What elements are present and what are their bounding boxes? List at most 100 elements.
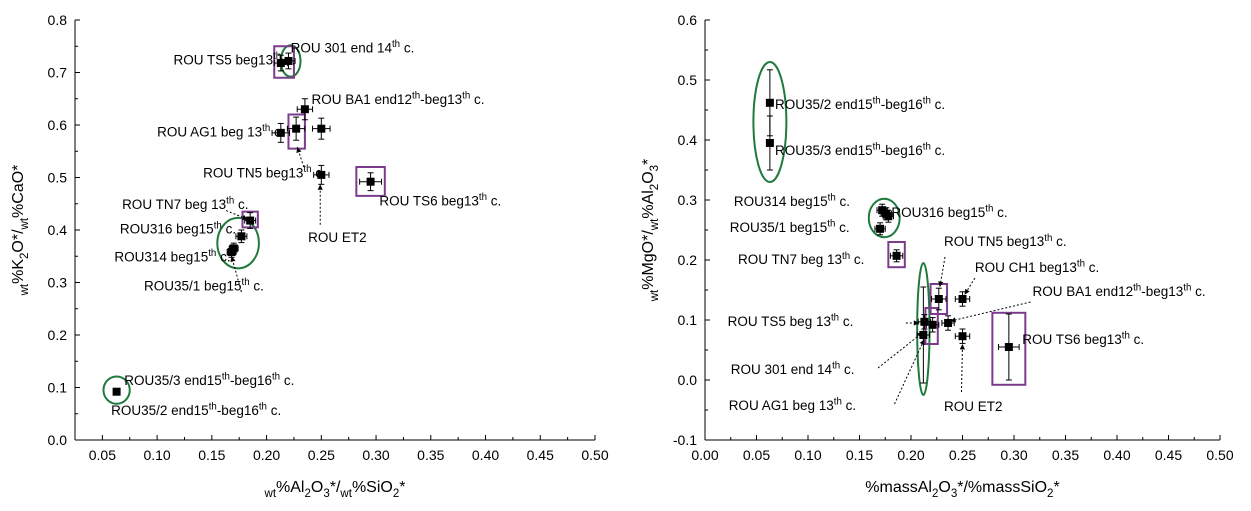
data-point — [300, 105, 309, 114]
data-point — [284, 56, 293, 65]
data-point — [958, 332, 967, 341]
y-tick-label: 0.4 — [48, 222, 68, 238]
point-annotation: ROU35/1 beg15th c. — [144, 277, 264, 293]
data-point — [878, 206, 887, 215]
y-tick-label: 0.5 — [48, 170, 68, 186]
x-tick-label: 0.30 — [1000, 447, 1027, 463]
annotation-arrow — [950, 301, 1031, 323]
group-ellipse — [916, 262, 931, 396]
data-point — [884, 212, 893, 221]
point-annotation: ROU35/3 end15th-beg16th c. — [124, 371, 294, 387]
x-tick-label: 0.15 — [198, 447, 225, 463]
group-box — [887, 241, 906, 269]
y-tick-label: 0.3 — [48, 275, 68, 291]
point-annotation: ROU316 beg15th c. — [891, 203, 1007, 219]
data-point — [227, 248, 236, 257]
data-point — [366, 177, 375, 186]
y-tick-label: 0.2 — [48, 327, 68, 343]
group-ellipse — [102, 375, 131, 405]
annotation-arrow — [894, 338, 925, 405]
x-tick-label: 0.05 — [89, 447, 116, 463]
y-tick-label: 0.6 — [678, 12, 698, 28]
x-tick-label: 0.35 — [1052, 447, 1079, 463]
data-point — [317, 170, 326, 179]
point-annotation: ROU316 beg15th c. — [120, 220, 236, 236]
data-point — [765, 98, 774, 107]
x-tick-label: 0.30 — [362, 447, 389, 463]
data-point — [928, 320, 937, 329]
point-annotation: ROU CH1 beg13th c. — [975, 259, 1099, 275]
point-annotation: ROU35/2 end15th-beg16th c. — [111, 401, 281, 417]
data-point — [246, 216, 255, 225]
point-annotation: ROU TN7 beg 13th c. — [122, 196, 248, 212]
point-annotation: ROU TN7 beg 13th c. — [738, 251, 864, 267]
group-box — [355, 166, 386, 197]
annotation-arrow — [964, 277, 976, 296]
chart-1: 0.05 0.10 0.15 0.20 0.25 0.30 0.35 0.40 0.45 0.50… — [10, 12, 609, 500]
group-box — [924, 307, 939, 345]
point-annotation: ROU BA1 end12th-beg13th c. — [311, 91, 484, 107]
y-tick-label: 0.4 — [678, 132, 698, 148]
y-tick-label: 0.8 — [48, 12, 68, 28]
x-tick-label: 0.40 — [1103, 447, 1130, 463]
point-annotation: ROU TS6 beg13th c. — [379, 192, 501, 208]
point-annotation: ROU TS5 beg13th c. — [174, 51, 296, 67]
point-annotation: ROU TN5 beg13th c. — [203, 164, 326, 180]
chart-2: 0.00 0.05 0.10 0.15 0.20 0.25 0.30 0.35 0.40 0.45… — [640, 12, 1234, 500]
point-annotation: ROU314 beg15th c. — [114, 248, 230, 264]
annotation-arrow — [877, 331, 924, 369]
x-axis-label: wt%Al2O3*/wt%SiO2* — [264, 479, 406, 500]
point-annotation: ROU35/1 beg15th c. — [730, 218, 850, 234]
y-axis-label: wt%K2O*/wt%CaO* — [10, 165, 31, 297]
data-point — [276, 59, 285, 68]
y-tick-label: 0.1 — [48, 380, 68, 396]
point-annotation: ROU 301 end 14th c. — [291, 39, 415, 55]
x-tick-label: 0.50 — [581, 447, 608, 463]
group-box — [929, 283, 949, 315]
point-annotation: ROU35/3 end15th-beg16th c. — [775, 142, 945, 158]
y-tick-label: 0.5 — [678, 72, 698, 88]
data-point — [892, 251, 901, 260]
data-point — [934, 295, 943, 303]
point-annotation: ROU 301 end 14th c. — [731, 361, 855, 377]
x-tick-label: 0.00 — [691, 447, 718, 463]
y-tick-label: 0.2 — [678, 252, 698, 268]
point-annotation: ROU314 beg15th c. — [734, 193, 850, 209]
x-tick-label: 0.45 — [1155, 447, 1182, 463]
point-annotation: ROU BA1 end12th-beg13th c. — [1033, 283, 1206, 299]
point-annotation: ROU ET2 — [944, 399, 1003, 414]
y-tick-label: 0.1 — [678, 312, 698, 328]
data-point — [765, 139, 774, 147]
point-annotation: ROU ET2 — [308, 230, 367, 245]
data-point — [317, 124, 326, 133]
x-tick-label: 0.10 — [143, 447, 170, 463]
annotation-arrow — [296, 146, 305, 168]
y-tick-label: 0.7 — [48, 65, 68, 81]
data-point — [958, 295, 967, 303]
x-axis-label: %massAl2O3*/%massSiO2* — [865, 479, 1059, 500]
y-tick-label: 0.6 — [48, 117, 68, 133]
annotation-arrow — [230, 256, 242, 293]
data-point — [919, 331, 928, 339]
group-ellipse — [752, 61, 788, 183]
annotation-arrow — [938, 256, 946, 288]
point-annotation: ROU AG1 beg 13th c. — [729, 397, 856, 413]
point-annotation: ROU AG1 beg 13th c. — [157, 123, 284, 139]
data-point — [944, 319, 953, 327]
x-tick-label: 0.50 — [1206, 447, 1233, 463]
data-point — [1004, 343, 1013, 351]
point-annotation: ROU TN5 beg13th c. — [944, 233, 1067, 249]
x-tick-label: 0.20 — [897, 447, 924, 463]
data-point — [276, 128, 285, 137]
x-tick-label: 0.20 — [253, 447, 280, 463]
x-tick-label: 0.25 — [949, 447, 976, 463]
x-tick-label: 0.35 — [417, 447, 444, 463]
x-tick-label: 0.25 — [308, 447, 335, 463]
y-axis-label: wt%MgO*/wt%Al2O3* — [640, 159, 661, 303]
data-point — [292, 124, 301, 133]
data-point — [920, 317, 929, 326]
y-tick-label: -0.1 — [673, 432, 697, 448]
y-tick-label: 0.0 — [678, 372, 698, 388]
point-annotation: ROU TS6 beg13th c. — [1022, 331, 1144, 347]
